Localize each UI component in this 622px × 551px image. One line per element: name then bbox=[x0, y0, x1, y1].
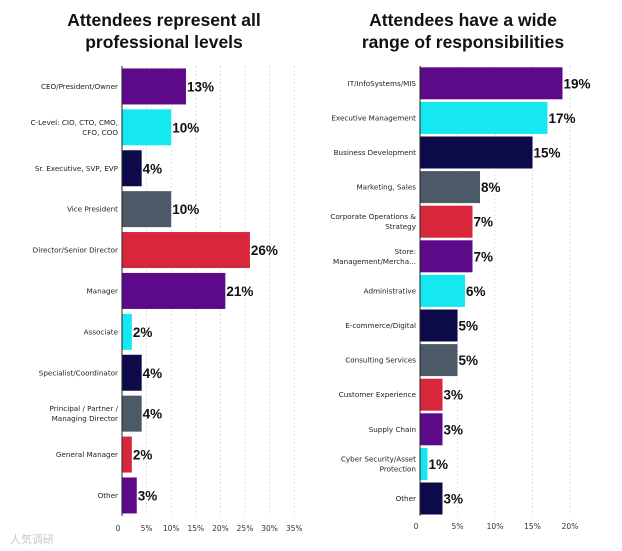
data-label: 4% bbox=[143, 407, 163, 422]
data-label: 21% bbox=[226, 284, 253, 299]
category-label: Administrative bbox=[364, 286, 417, 295]
bar-resp-6 bbox=[420, 274, 465, 307]
data-label: 5% bbox=[459, 319, 479, 334]
bar-resp-5 bbox=[420, 240, 473, 273]
category-label: Associate bbox=[84, 327, 119, 336]
data-label: 15% bbox=[534, 146, 561, 161]
data-label: 3% bbox=[444, 492, 464, 507]
bar-levels-9 bbox=[122, 436, 132, 473]
chart-title-line: Attendees have a wide bbox=[369, 10, 557, 30]
category-label: C-Level: CIO, CTO, CMO, CFO, COO bbox=[31, 118, 119, 137]
data-label: 3% bbox=[444, 388, 464, 403]
bar-resp-0 bbox=[420, 67, 563, 100]
bar-levels-0 bbox=[122, 68, 186, 105]
category-label: Executive Management bbox=[331, 113, 416, 122]
x-tick-label: 20% bbox=[562, 522, 579, 531]
chart-title-line: Attendees represent all bbox=[67, 10, 261, 30]
x-tick-label: 15% bbox=[187, 524, 204, 533]
data-label: 3% bbox=[444, 422, 464, 437]
x-tick-label: 20% bbox=[212, 524, 229, 533]
category-label: CEO/President/Owner bbox=[41, 82, 118, 91]
category-label: Specialist/Coordinator bbox=[39, 368, 118, 377]
category-label: Customer Experience bbox=[339, 390, 417, 399]
bar-resp-9 bbox=[420, 378, 443, 411]
category-label: Cyber Security/Asset Protection bbox=[341, 454, 416, 473]
data-label: 10% bbox=[172, 120, 199, 135]
bar-resp-4 bbox=[420, 205, 473, 238]
bar-levels-6 bbox=[122, 313, 132, 350]
category-label: Director/Senior Director bbox=[33, 246, 118, 255]
bar-levels-8 bbox=[122, 395, 142, 432]
bar-resp-3 bbox=[420, 171, 480, 204]
x-tick-label: 10% bbox=[487, 522, 504, 531]
x-tick-label: 10% bbox=[163, 524, 180, 533]
bar-resp-11 bbox=[420, 447, 428, 480]
bar-levels-1 bbox=[122, 109, 172, 146]
watermark-text: 人気调研 bbox=[10, 532, 54, 546]
data-label: 6% bbox=[466, 284, 486, 299]
data-label: 7% bbox=[474, 215, 494, 230]
category-label: Supply Chain bbox=[369, 425, 416, 434]
data-label: 17% bbox=[549, 111, 576, 126]
data-label: 10% bbox=[172, 202, 199, 217]
bar-resp-8 bbox=[420, 344, 458, 377]
category-label: Consulting Services bbox=[345, 356, 416, 365]
data-label: 19% bbox=[564, 76, 591, 91]
data-label: 2% bbox=[133, 448, 153, 463]
x-tick-label: 35% bbox=[286, 524, 303, 533]
data-label: 8% bbox=[481, 180, 501, 195]
chart-title-line: professional levels bbox=[85, 32, 243, 52]
category-label: Vice President bbox=[67, 205, 118, 214]
x-tick-label: 15% bbox=[524, 522, 541, 531]
x-tick-label: 30% bbox=[261, 524, 278, 533]
bar-resp-12 bbox=[420, 482, 443, 515]
bar-levels-3 bbox=[122, 191, 172, 228]
bar-levels-5 bbox=[122, 272, 226, 309]
bar-levels-4 bbox=[122, 232, 250, 269]
bar-resp-10 bbox=[420, 413, 443, 446]
category-label: Principal / Partner / Managing Director bbox=[50, 404, 119, 423]
x-tick-label: 5% bbox=[141, 524, 153, 533]
chart-title-line: range of responsibilities bbox=[362, 32, 565, 52]
data-label: 4% bbox=[143, 161, 163, 176]
category-label: Sr. Executive, SVP, EVP bbox=[35, 164, 119, 173]
data-label: 1% bbox=[429, 457, 449, 472]
category-label: E-commerce/Digital bbox=[345, 321, 416, 330]
category-label: General Manager bbox=[56, 450, 118, 459]
bar-levels-10 bbox=[122, 477, 137, 514]
category-label: Marketing, Sales bbox=[356, 183, 416, 192]
data-label: 2% bbox=[133, 325, 153, 340]
category-label: Other bbox=[396, 494, 416, 503]
data-label: 26% bbox=[251, 243, 278, 258]
category-label: Store: Management/Mercha... bbox=[333, 247, 416, 266]
bar-resp-2 bbox=[420, 136, 533, 169]
bar-levels-2 bbox=[122, 150, 142, 187]
x-tick-label: 5% bbox=[452, 522, 464, 531]
category-label: IT/InfoSystems/MIS bbox=[348, 79, 417, 88]
bar-levels-7 bbox=[122, 354, 142, 391]
x-tick-label: 25% bbox=[237, 524, 254, 533]
bar-resp-7 bbox=[420, 309, 458, 342]
x-tick-label: 0 bbox=[414, 522, 419, 531]
bar-resp-1 bbox=[420, 101, 548, 134]
category-label: Other bbox=[98, 491, 118, 500]
data-label: 7% bbox=[474, 249, 494, 264]
x-tick-label: 0 bbox=[116, 524, 121, 533]
data-label: 4% bbox=[143, 366, 163, 381]
data-label: 3% bbox=[138, 488, 158, 503]
category-label: Manager bbox=[86, 286, 118, 295]
category-label: Corporate Operations & Strategy bbox=[330, 212, 416, 231]
data-label: 5% bbox=[459, 353, 479, 368]
category-label: Business Development bbox=[334, 148, 417, 157]
data-label: 13% bbox=[187, 79, 214, 94]
